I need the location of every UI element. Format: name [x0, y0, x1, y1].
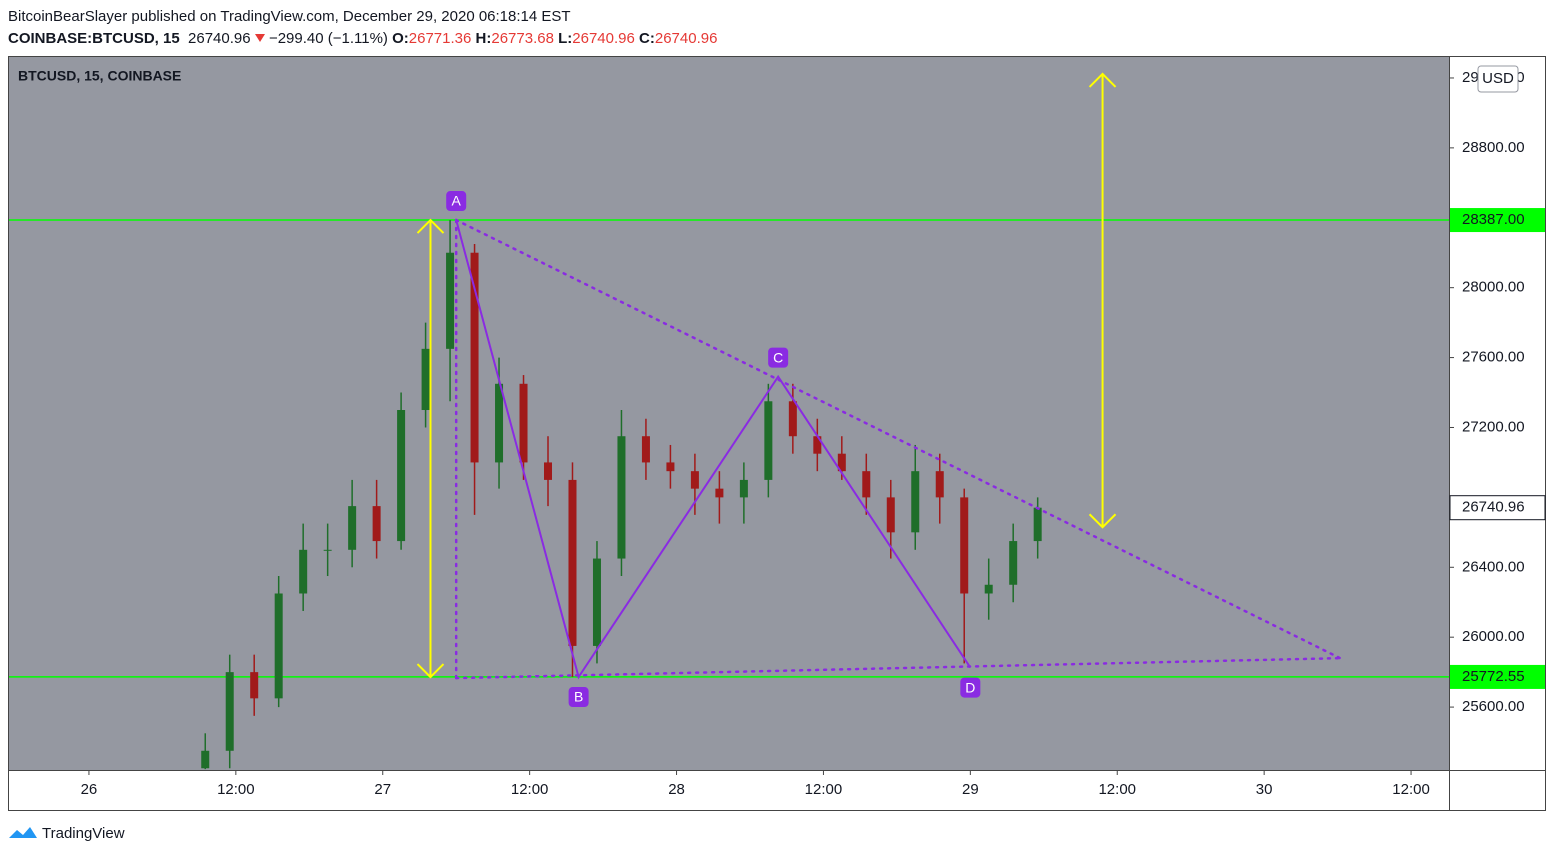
plot-layer: A B C D	[9, 72, 1449, 770]
x-tick-label: 30	[1256, 781, 1273, 798]
candle-body	[764, 401, 773, 480]
l-label: L:	[558, 30, 573, 47]
y-tick-label: 26000.00	[1462, 628, 1525, 645]
x-tick-label: 12:00	[1098, 781, 1136, 798]
l-value: 26740.96	[572, 30, 635, 47]
candle-body	[886, 497, 895, 533]
level-label-bg	[1450, 664, 1545, 689]
publish-line: BitcoinBearSlayer published on TradingVi…	[8, 6, 717, 28]
y-tick-label: 28800.00	[1462, 139, 1525, 156]
candle-body	[250, 672, 259, 699]
o-label: O:	[392, 30, 409, 47]
symbol: COINBASE:BTCUSD, 15	[8, 30, 180, 47]
candle-body	[544, 462, 553, 480]
trendline	[454, 656, 1342, 680]
candle-body	[274, 593, 283, 699]
x-tick-label: 27	[374, 781, 391, 798]
candle-body	[225, 672, 234, 751]
change: −299.40 (−1.11%)	[268, 30, 388, 47]
currency: USD	[1482, 70, 1514, 87]
candle-body	[715, 488, 724, 498]
x-tick-label: 12:00	[511, 781, 549, 798]
chart: BTCUSD, 15, COINBASE A B C D 25600.00 26000.…	[8, 56, 1546, 811]
quote-line: COINBASE:BTCUSD, 15 26740.96 −299.40 (−1…	[8, 28, 717, 50]
price: 26740.96	[188, 30, 251, 47]
candle-body	[1009, 541, 1018, 585]
footer: TradingView	[8, 824, 125, 842]
pattern-label-bg	[446, 191, 467, 212]
candle-body	[519, 383, 528, 463]
candle-body	[617, 436, 626, 559]
x-tick-label: 12:00	[805, 781, 843, 798]
c-label: C:	[639, 30, 655, 47]
candle-body	[568, 479, 577, 646]
pattern-label: A	[452, 193, 462, 209]
axis-layer: 25600.00 26000.00 26400.00 27200.00 27600.00…	[81, 65, 1546, 798]
o-value: 26771.36	[408, 30, 472, 47]
candle-body	[666, 462, 675, 472]
currency-box	[1477, 65, 1519, 93]
publish-info: BitcoinBearSlayer published on TradingVi…	[8, 8, 571, 25]
candle-body	[201, 750, 210, 769]
pattern-line	[455, 219, 972, 680]
pattern-label: D	[965, 679, 975, 695]
x-tick-label: 26	[81, 781, 98, 798]
candle-body	[592, 558, 601, 646]
chart-title: BTCUSD, 15, COINBASE	[18, 68, 181, 84]
candle-body	[299, 549, 308, 594]
measure-arrow	[416, 218, 445, 679]
pattern-label-bg	[960, 677, 981, 698]
h-value: 26773.68	[491, 30, 554, 47]
down-arrow	[254, 34, 265, 42]
candle-body	[348, 506, 357, 550]
candle-body	[372, 506, 381, 542]
y-tick-label: 28000.00	[1462, 279, 1525, 296]
candle-body	[421, 348, 430, 411]
candle-body	[1033, 507, 1042, 542]
pattern-label-bg	[768, 347, 789, 368]
candle-body	[470, 252, 479, 463]
y-tick-label: 26400.00	[1462, 558, 1525, 575]
candle-body	[397, 410, 406, 542]
c-value: 26740.96	[654, 30, 718, 47]
header: BitcoinBearSlayer published on TradingVi…	[8, 6, 717, 50]
candle-body	[739, 479, 748, 498]
candle-body	[323, 549, 332, 551]
candle-body	[788, 401, 797, 437]
candle-body	[960, 497, 969, 594]
h-label: H:	[475, 30, 492, 47]
y-tick-label: 27200.00	[1462, 418, 1525, 435]
pattern-label: C	[773, 349, 783, 365]
logo	[9, 827, 37, 838]
x-tick-label: 12:00	[1392, 781, 1430, 798]
candle-body	[813, 436, 822, 454]
pattern-label: B	[574, 689, 583, 705]
x-tick-label: 29	[962, 781, 979, 798]
candle-body	[911, 471, 920, 533]
pattern-label-bg	[568, 687, 589, 708]
level-label-bg	[1450, 208, 1545, 233]
x-tick-label: 12:00	[217, 781, 255, 798]
brand: TradingView	[42, 824, 125, 842]
candle-body	[862, 471, 871, 498]
candle-body	[446, 252, 455, 349]
y-tick-label: 25600.00	[1462, 698, 1525, 715]
candle-body	[837, 453, 846, 472]
x-tick-label: 28	[668, 781, 685, 798]
last-price-label: 26740.96	[1462, 499, 1525, 516]
candle-body	[984, 584, 993, 594]
plot-area	[9, 57, 1449, 770]
measure-arrow	[1088, 72, 1117, 529]
candle-body	[641, 436, 650, 463]
candle-body	[495, 383, 504, 463]
candle-body	[690, 471, 699, 489]
y-tick-label: 27600.00	[1462, 349, 1525, 366]
last-price-bg	[1449, 495, 1546, 521]
level-label: 25772.55	[1462, 668, 1525, 685]
level-label: 28387.00	[1462, 211, 1525, 228]
candle-body	[935, 471, 944, 498]
